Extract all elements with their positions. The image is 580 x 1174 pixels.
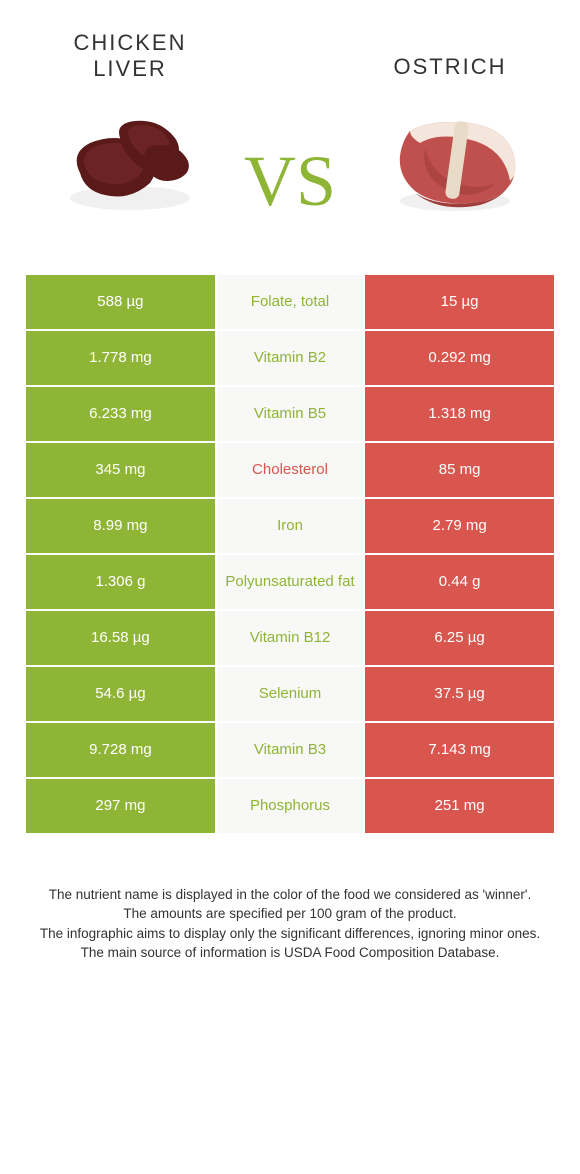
nutrient-label: Folate, total <box>216 274 364 330</box>
nutrient-label: Vitamin B2 <box>216 330 364 386</box>
nutrient-label: Vitamin B12 <box>216 610 364 666</box>
table-row: 8.99 mgIron2.79 mg <box>25 498 555 554</box>
footer-line: The infographic aims to display only the… <box>30 924 550 944</box>
nutrient-label: Selenium <box>216 666 364 722</box>
nutrient-label: Vitamin B3 <box>216 722 364 778</box>
table-row: 1.306 gPolyunsaturated fat0.44 g <box>25 554 555 610</box>
value-food-b: 251 mg <box>364 778 555 834</box>
value-food-b: 6.25 µg <box>364 610 555 666</box>
table-row: 6.233 mgVitamin B51.318 mg <box>25 386 555 442</box>
table-row: 588 µgFolate, total15 µg <box>25 274 555 330</box>
footer-line: The nutrient name is displayed in the co… <box>30 885 550 905</box>
food-b-image <box>370 101 530 221</box>
food-b-column: OSTRICH <box>350 32 550 220</box>
value-food-b: 1.318 mg <box>364 386 555 442</box>
nutrient-label: Iron <box>216 498 364 554</box>
value-food-a: 16.58 µg <box>25 610 216 666</box>
table-row: 1.778 mgVitamin B20.292 mg <box>25 330 555 386</box>
value-food-b: 2.79 mg <box>364 498 555 554</box>
comparison-table: 588 µgFolate, total15 µg1.778 mgVitamin … <box>24 273 556 835</box>
value-food-a: 297 mg <box>25 778 216 834</box>
value-food-a: 9.728 mg <box>25 722 216 778</box>
value-food-a: 54.6 µg <box>25 666 216 722</box>
value-food-b: 0.292 mg <box>364 330 555 386</box>
table-row: 54.6 µgSelenium37.5 µg <box>25 666 555 722</box>
nutrient-label: Vitamin B5 <box>216 386 364 442</box>
value-food-a: 1.778 mg <box>25 330 216 386</box>
vs-label: VS <box>244 140 336 223</box>
value-food-a: 345 mg <box>25 442 216 498</box>
footer-notes: The nutrient name is displayed in the co… <box>30 885 550 963</box>
value-food-a: 6.233 mg <box>25 386 216 442</box>
footer-line: The amounts are specified per 100 gram o… <box>30 904 550 924</box>
value-food-b: 0.44 g <box>364 554 555 610</box>
value-food-a: 8.99 mg <box>25 498 216 554</box>
food-a-column: CHICKENLIVER <box>30 30 230 223</box>
value-food-a: 588 µg <box>25 274 216 330</box>
nutrient-label: Cholesterol <box>216 442 364 498</box>
value-food-b: 15 µg <box>364 274 555 330</box>
value-food-b: 85 mg <box>364 442 555 498</box>
nutrient-label: Polyunsaturated fat <box>216 554 364 610</box>
table-row: 9.728 mgVitamin B37.143 mg <box>25 722 555 778</box>
food-a-image <box>50 103 210 223</box>
table-row: 297 mgPhosphorus251 mg <box>25 778 555 834</box>
value-food-b: 7.143 mg <box>364 722 555 778</box>
comparison-header: CHICKENLIVER VS OSTRICH <box>0 0 580 243</box>
nutrient-label: Phosphorus <box>216 778 364 834</box>
food-b-title: OSTRICH <box>394 54 507 80</box>
food-a-title: CHICKENLIVER <box>73 30 186 83</box>
table-row: 16.58 µgVitamin B126.25 µg <box>25 610 555 666</box>
footer-line: The main source of information is USDA F… <box>30 943 550 963</box>
table-row: 345 mgCholesterol85 mg <box>25 442 555 498</box>
value-food-a: 1.306 g <box>25 554 216 610</box>
value-food-b: 37.5 µg <box>364 666 555 722</box>
